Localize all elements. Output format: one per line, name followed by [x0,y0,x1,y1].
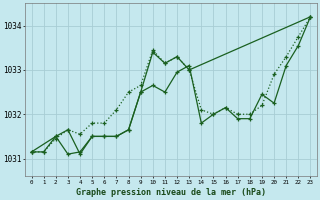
X-axis label: Graphe pression niveau de la mer (hPa): Graphe pression niveau de la mer (hPa) [76,188,266,197]
